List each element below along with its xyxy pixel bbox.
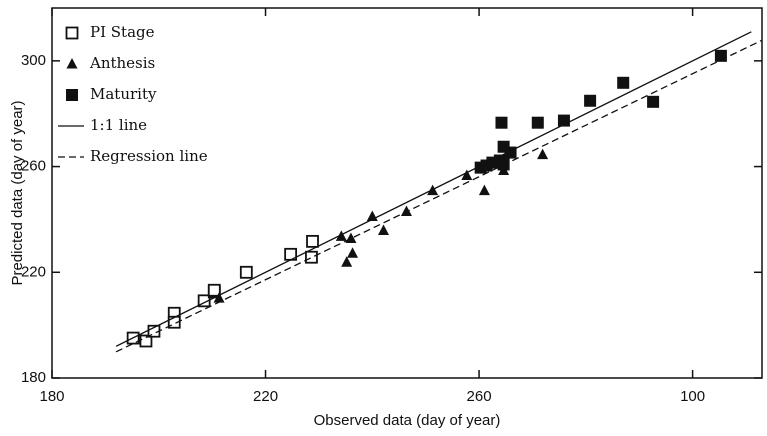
point: [461, 169, 473, 181]
legend-swatch: [66, 89, 78, 101]
legend-swatch: [65, 26, 79, 40]
point: [347, 247, 359, 258]
legend-label: PI Stage: [90, 23, 155, 41]
point: [345, 232, 357, 243]
legend-swatch: [66, 58, 78, 69]
x-tick-label: 260: [467, 388, 492, 405]
point: [305, 250, 318, 264]
point: [495, 116, 508, 129]
legend-label: Maturity: [90, 85, 157, 103]
x-tick-label: 180: [39, 388, 64, 405]
point: [239, 265, 253, 279]
legend-label: Anthesis: [89, 54, 155, 72]
line: [115, 31, 752, 347]
point: [306, 234, 319, 248]
point: [617, 76, 630, 89]
plot-frame: [51, 7, 763, 379]
point: [584, 94, 597, 107]
point: [207, 283, 221, 297]
point: [213, 292, 225, 303]
y-tick-label: 300: [21, 52, 46, 69]
x-tick-label: 220: [253, 388, 278, 405]
legend-label: Regression line: [90, 147, 208, 165]
y-axis-title: Predicted data (day of year): [9, 100, 26, 285]
point: [537, 148, 549, 160]
point: [647, 95, 660, 108]
point: [197, 294, 211, 308]
point: [139, 334, 153, 348]
point: [478, 184, 490, 196]
y-tick-label: 180: [21, 369, 46, 386]
y-tick-label: 260: [21, 158, 46, 175]
x-tick-label: 100: [680, 388, 705, 405]
y-tick-label: 220: [21, 263, 46, 280]
point: [400, 205, 412, 216]
point: [167, 315, 181, 329]
point: [531, 116, 544, 129]
x-axis-title: Observed data (day of year): [314, 412, 501, 429]
line: [115, 39, 763, 353]
point: [341, 256, 353, 267]
point: [378, 224, 390, 236]
point: [335, 230, 347, 241]
legend-label: 1:1 line: [90, 116, 147, 134]
